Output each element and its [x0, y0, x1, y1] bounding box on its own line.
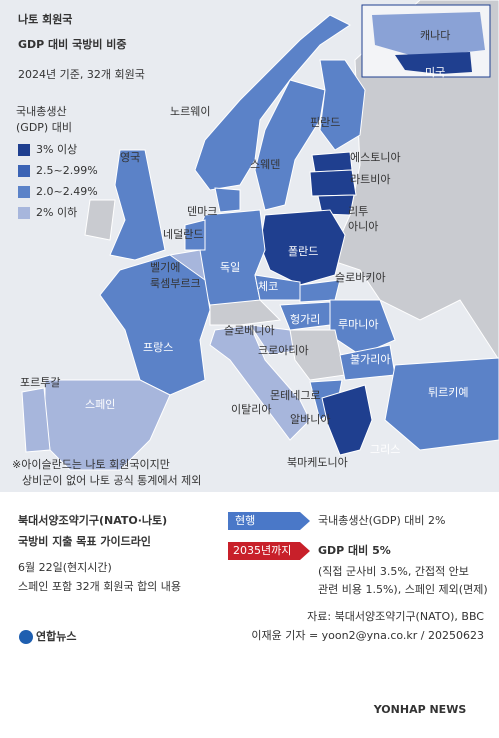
- guideline-date: 6월 22일(현지시간): [18, 560, 112, 574]
- netherlands: [184, 219, 206, 251]
- country-label: 프랑스: [143, 341, 173, 354]
- country-label: 라트비아: [350, 173, 390, 186]
- denmark: [214, 187, 241, 213]
- balkans: [289, 329, 346, 381]
- country-label: 슬로베니아: [224, 324, 275, 337]
- uk: [109, 149, 166, 261]
- source: 자료: 북대서양조약기구(NATO), BBC: [307, 609, 484, 623]
- greece: [321, 384, 373, 456]
- latvia: [309, 169, 357, 197]
- title: 나토 회원국: [18, 12, 72, 26]
- ireland: [84, 199, 116, 241]
- title: GDP 대비 국방비 비중: [18, 37, 127, 51]
- country-label: 에스토니아: [350, 151, 401, 164]
- target-detail: 관련 비용 1.5%), 스페인 제외(면제): [318, 583, 488, 596]
- target-detail: (직접 군사비 3.5%, 간접적 안보: [318, 565, 469, 578]
- legend-title: 국내총생산: [16, 105, 67, 118]
- guideline-title: 북대서양조약기구(NATO·나토): [18, 513, 167, 527]
- country-label: 스웨덴: [250, 158, 280, 171]
- current-label: 현행: [235, 514, 255, 527]
- target-label: 2035년까지: [233, 544, 291, 557]
- country-label: 캐나다: [420, 29, 450, 42]
- watermark: YONHAP NEWS: [373, 703, 467, 716]
- country-label: 독일: [220, 260, 240, 274]
- country-label: 룩셈부르크: [150, 277, 201, 290]
- country-label: 벨기에: [150, 261, 180, 274]
- country-label: 크로아티아: [258, 344, 309, 357]
- usa: [395, 52, 472, 74]
- turkiye: [384, 357, 499, 451]
- country-label: 튀르키예: [428, 386, 468, 399]
- country-label: 영국: [120, 151, 140, 164]
- map: [0, 0, 499, 492]
- country-label: 이탈리아: [231, 403, 271, 416]
- inset: [361, 4, 491, 78]
- country-label: 덴마크: [187, 205, 217, 218]
- arrow-current: [228, 512, 310, 530]
- finland: [319, 59, 366, 151]
- italy: [209, 324, 311, 441]
- swatch: [18, 144, 30, 156]
- country-label: 리투: [348, 205, 368, 218]
- arrow-target: [228, 542, 310, 560]
- country-label: 노르웨이: [170, 105, 210, 118]
- country-label: 그리스: [370, 443, 400, 456]
- country-label: 슬로바키아: [335, 271, 386, 284]
- logo: 연합뉴스: [36, 629, 76, 643]
- country-label: 아니아: [348, 220, 378, 233]
- portugal: [21, 387, 51, 453]
- country-label: 스페인: [85, 398, 115, 411]
- canada: [372, 12, 485, 55]
- texts: 나토 회원국 GDP 대비 국방비 비중 2024년 기준, 32개 회원국국내총생…: [12, 12, 488, 716]
- logo-mark: [19, 630, 33, 644]
- legend-title: (GDP) 대비: [16, 121, 72, 134]
- alps: [209, 299, 282, 326]
- legend-item: 2.5~2.99%: [36, 164, 98, 177]
- legend-item: 2% 이하: [36, 205, 77, 219]
- country-label: 헝가리: [290, 313, 320, 326]
- country-label: 미국: [425, 66, 445, 79]
- country-label: 폴란드: [288, 245, 318, 258]
- swatch: [18, 186, 30, 198]
- swatch: [18, 207, 30, 219]
- country-label: 루마니아: [338, 318, 378, 331]
- footer-band: [0, 690, 499, 738]
- subtitle: 2024년 기준, 32개 회원국: [18, 68, 145, 81]
- country-label: 알바니아: [290, 412, 330, 426]
- country-label: 불가리아: [350, 353, 390, 366]
- country-label: 핀란드: [310, 116, 340, 129]
- country-label: 체코: [258, 280, 278, 293]
- country-label: 북마케도니아: [287, 456, 348, 469]
- note: ※아이슬란드는 나토 회원국이지만: [12, 458, 170, 471]
- france: [99, 254, 211, 396]
- guideline-title: 국방비 지출 목표 가이드라인: [18, 534, 151, 548]
- legend-item: 2.0~2.49%: [36, 185, 98, 198]
- swatch: [18, 165, 30, 177]
- legend-item: 3% 이상: [36, 143, 77, 156]
- guideline-desc: 스페인 포함 32개 회원국 합의 내용: [18, 580, 181, 593]
- note: 상비군이 없어 나토 공식 통계에서 제외: [22, 474, 201, 487]
- norway: [194, 14, 351, 191]
- country-label: 포르투갈: [20, 375, 60, 389]
- country-label: 몬테네그로: [270, 389, 321, 402]
- estonia: [311, 151, 353, 173]
- country-label: 네덜란드: [163, 228, 203, 241]
- current-text: 국내총생산(GDP) 대비 2%: [318, 514, 446, 527]
- byline: 이재윤 기자 = yoon2@yna.co.kr / 20250623: [251, 629, 484, 642]
- target-text: GDP 대비 5%: [318, 543, 391, 557]
- legend-swatches: [18, 144, 30, 219]
